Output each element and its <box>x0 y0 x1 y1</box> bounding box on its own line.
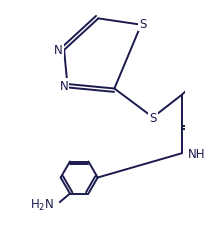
Text: S: S <box>149 111 157 124</box>
Text: NH: NH <box>187 147 205 160</box>
Text: H$_2$N: H$_2$N <box>30 197 54 212</box>
Text: S: S <box>139 18 147 31</box>
Text: N: N <box>54 44 63 57</box>
Text: N: N <box>60 79 68 92</box>
